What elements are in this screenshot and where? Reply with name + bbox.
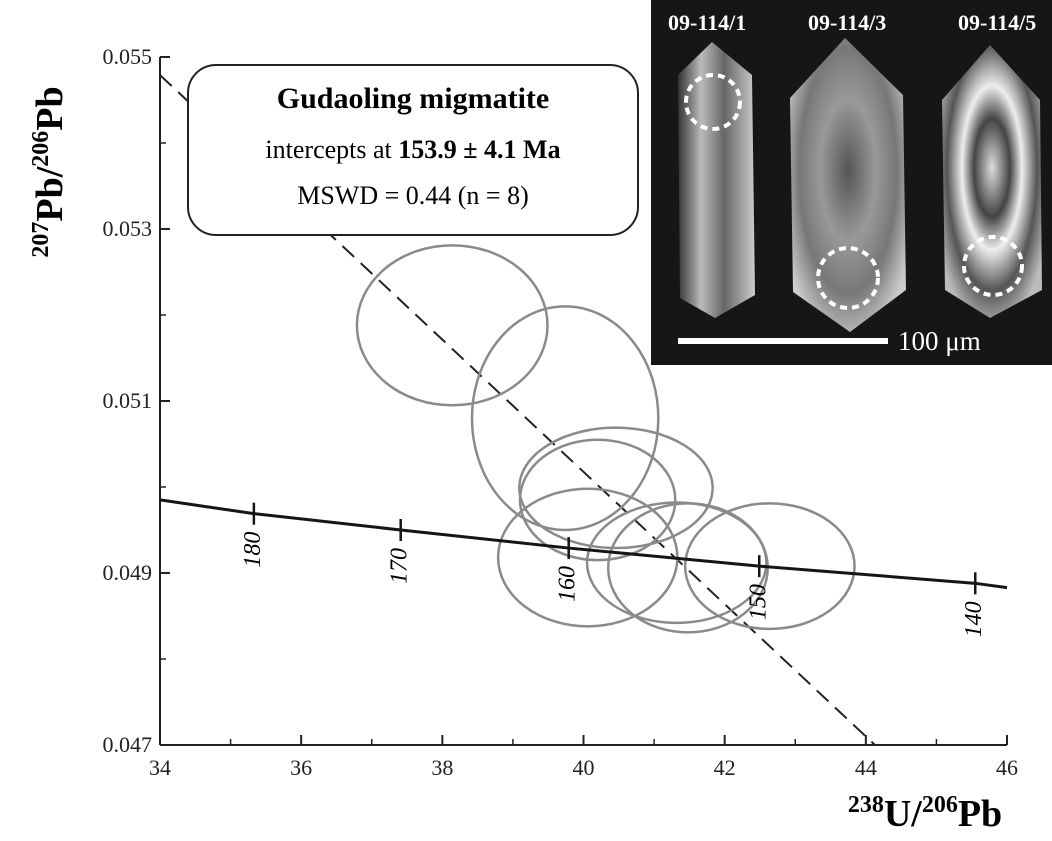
error-ellipse	[518, 438, 677, 562]
x-tick-label: 42	[714, 755, 736, 780]
annotation-line: intercepts at 153.9 ± 4.1 Ma	[265, 135, 560, 164]
error-ellipse	[470, 305, 660, 532]
grain-label: 09-114/3	[808, 10, 886, 35]
x-label-part: 238	[848, 792, 884, 818]
x-axis-label: 238U/206Pb	[848, 792, 1002, 835]
age-label: 140	[961, 601, 987, 637]
spot	[962, 235, 1024, 297]
grain-label: 09-114/5	[958, 10, 1036, 35]
x-tick-label: 34	[149, 755, 171, 780]
annotation-age: 153.9 ± 4.1 Ma	[398, 135, 560, 164]
y-label-part: /	[29, 166, 71, 178]
y-tick-label: 0.047	[103, 732, 153, 757]
age-label: 180	[240, 532, 266, 568]
y-tick-label: 0.051	[103, 388, 153, 413]
x-label-part: 206	[922, 792, 958, 818]
x-label-part: Pb	[958, 793, 1002, 835]
spot	[684, 73, 742, 131]
annotation-mswd: MSWD = 0.44 (n = 8)	[297, 181, 529, 210]
y-tick-label: 0.053	[103, 216, 153, 241]
zircon	[942, 45, 1042, 318]
y-label-part: 207	[28, 222, 54, 258]
annotation-box	[187, 64, 639, 236]
y-axis-label: 207Pb/206Pb	[28, 86, 71, 257]
x-tick-label: 44	[855, 755, 877, 780]
spot	[816, 246, 880, 310]
error-ellipse	[518, 426, 714, 550]
error-ellipse	[355, 244, 549, 407]
x-tick-label: 40	[573, 755, 595, 780]
error-ellipse	[606, 502, 769, 634]
age-label: 150	[745, 584, 771, 620]
y-label-part: Pb	[29, 86, 71, 130]
annotation-title: Gudaoling migmatite	[277, 82, 550, 115]
x-label-part: U/	[884, 793, 922, 835]
y-label-part: 206	[28, 131, 54, 167]
x-tick-label: 46	[996, 755, 1018, 780]
y-tick-label: 0.049	[103, 560, 153, 585]
x-tick-label: 38	[431, 755, 453, 780]
grain-label: 09-114/1	[668, 10, 746, 35]
zircon	[790, 38, 906, 332]
scale-label: 100 μm	[898, 326, 981, 356]
y-label-part: Pb	[29, 177, 71, 221]
age-label: 170	[387, 548, 413, 584]
error-ellipse	[683, 502, 856, 631]
zircon	[678, 42, 755, 318]
y-tick-label: 0.055	[103, 44, 153, 69]
annotation-prefix: intercepts at	[265, 135, 398, 164]
x-tick-label: 36	[290, 755, 312, 780]
age-label: 160	[555, 566, 581, 602]
inset-image: 09-114/1 09-114/3 09-114/5 100 μm	[651, 0, 1052, 365]
